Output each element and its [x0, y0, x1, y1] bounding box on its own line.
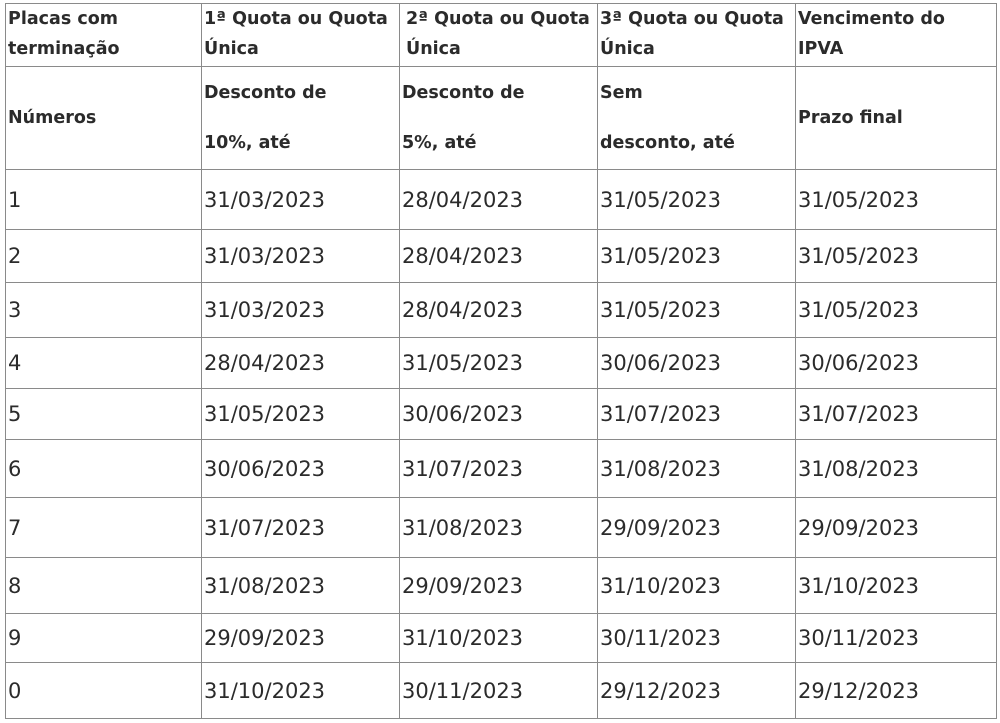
- date-cell: 31/05/2023: [201, 388, 400, 440]
- date-cell: 31/08/2023: [795, 439, 997, 498]
- date-cell: 31/05/2023: [795, 282, 997, 338]
- table-row: 1 31/03/2023 28/04/2023 31/05/2023 31/05/202…: [5, 169, 997, 230]
- date-cell: 30/06/2023: [201, 439, 400, 498]
- table-row: 4 28/04/2023 31/05/2023 30/06/2023 30/06/202…: [5, 337, 997, 389]
- date-cell: 28/04/2023: [399, 229, 598, 283]
- plate-digit-cell: 2: [5, 229, 202, 283]
- date-cell: 31/05/2023: [399, 337, 598, 389]
- header-cell: 3ª Quota ou Quota Única: [597, 3, 796, 67]
- date-cell: 28/04/2023: [201, 337, 400, 389]
- subheader-line: Sem: [600, 83, 643, 103]
- date-cell: 30/06/2023: [795, 337, 997, 389]
- date-cell: 31/08/2023: [201, 557, 400, 614]
- table-row: 9 29/09/2023 31/10/2023 30/11/2023 30/11/202…: [5, 613, 997, 663]
- date-cell: 31/10/2023: [399, 613, 598, 663]
- plate-digit-cell: 1: [5, 169, 202, 230]
- subheader-cell: Sem desconto, até: [597, 66, 796, 170]
- date-cell: 31/08/2023: [399, 497, 598, 558]
- date-cell: 31/07/2023: [795, 388, 997, 440]
- date-cell: 30/11/2023: [399, 662, 598, 719]
- plate-digit-cell: 7: [5, 497, 202, 558]
- date-cell: 31/05/2023: [597, 169, 796, 230]
- date-cell: 31/07/2023: [201, 497, 400, 558]
- date-cell: 30/11/2023: [795, 613, 997, 663]
- date-cell: 29/09/2023: [399, 557, 598, 614]
- plate-digit-cell: 9: [5, 613, 202, 663]
- date-cell: 31/03/2023: [201, 229, 400, 283]
- date-cell: 28/04/2023: [399, 169, 598, 230]
- date-cell: 29/09/2023: [201, 613, 400, 663]
- date-cell: 29/12/2023: [597, 662, 796, 719]
- date-cell: 29/09/2023: [597, 497, 796, 558]
- subheader-cell: Prazo final: [795, 66, 997, 170]
- header-row: Placas com terminação 1ª Quota ou Quota …: [5, 3, 997, 67]
- subheader-line: 5%, até: [402, 133, 477, 153]
- table-row: 5 31/05/2023 30/06/2023 31/07/2023 31/07/202…: [5, 388, 997, 440]
- date-cell: 31/08/2023: [597, 439, 796, 498]
- table-row: 3 31/03/2023 28/04/2023 31/05/2023 31/05/202…: [5, 282, 997, 338]
- date-cell: 30/06/2023: [399, 388, 598, 440]
- table-row: 8 31/08/2023 29/09/2023 31/10/2023 31/10/202…: [5, 557, 997, 614]
- subheader-line: Desconto de: [204, 83, 327, 103]
- date-cell: 31/10/2023: [795, 557, 997, 614]
- plate-digit-cell: 4: [5, 337, 202, 389]
- plate-digit-cell: 6: [5, 439, 202, 498]
- date-cell: 31/03/2023: [201, 282, 400, 338]
- subheader-cell: Desconto de 10%, até: [201, 66, 400, 170]
- subheader-row: Números Desconto de 10%, até Desconto de 5%,…: [5, 66, 997, 170]
- subheader-line: 10%, até: [204, 133, 291, 153]
- date-cell: 31/10/2023: [597, 557, 796, 614]
- date-cell: 31/05/2023: [795, 169, 997, 230]
- subheader-cell: Desconto de 5%, até: [399, 66, 598, 170]
- header-cell: Vencimento do IPVA: [795, 3, 997, 67]
- table-row: 2 31/03/2023 28/04/2023 31/05/2023 31/05/202…: [5, 229, 997, 283]
- plate-digit-cell: 5: [5, 388, 202, 440]
- header-cell: Placas com terminação: [5, 3, 202, 67]
- date-cell: 31/10/2023: [201, 662, 400, 719]
- plate-digit-cell: 0: [5, 662, 202, 719]
- date-cell: 28/04/2023: [399, 282, 598, 338]
- table-row: 0 31/10/2023 30/11/2023 29/12/2023 29/12/202…: [5, 662, 997, 719]
- date-cell: 29/12/2023: [795, 662, 997, 719]
- date-cell: 31/05/2023: [597, 282, 796, 338]
- subheader-line: Números: [8, 108, 97, 128]
- date-cell: 30/11/2023: [597, 613, 796, 663]
- plate-digit-cell: 8: [5, 557, 202, 614]
- subheader-line: desconto, até: [600, 133, 735, 153]
- date-cell: 31/03/2023: [201, 169, 400, 230]
- date-cell: 31/07/2023: [399, 439, 598, 498]
- date-cell: 29/09/2023: [795, 497, 997, 558]
- header-cell: 1ª Quota ou Quota Única: [201, 3, 400, 67]
- date-cell: 31/07/2023: [597, 388, 796, 440]
- plate-digit-cell: 3: [5, 282, 202, 338]
- subheader-line: Prazo final: [798, 108, 903, 128]
- date-cell: 31/05/2023: [795, 229, 997, 283]
- header-cell: 2ª Quota ou Quota Única: [399, 3, 598, 67]
- date-cell: 31/05/2023: [597, 229, 796, 283]
- date-cell: 30/06/2023: [597, 337, 796, 389]
- subheader-cell: Números: [5, 66, 202, 170]
- subheader-line: Desconto de: [402, 83, 525, 103]
- table-row: 6 30/06/2023 31/07/2023 31/08/2023 31/08/202…: [5, 439, 997, 498]
- table-row: 7 31/07/2023 31/08/2023 29/09/2023 29/09/202…: [5, 497, 997, 558]
- ipva-schedule-table: Placas com terminação 1ª Quota ou Quota …: [5, 3, 997, 719]
